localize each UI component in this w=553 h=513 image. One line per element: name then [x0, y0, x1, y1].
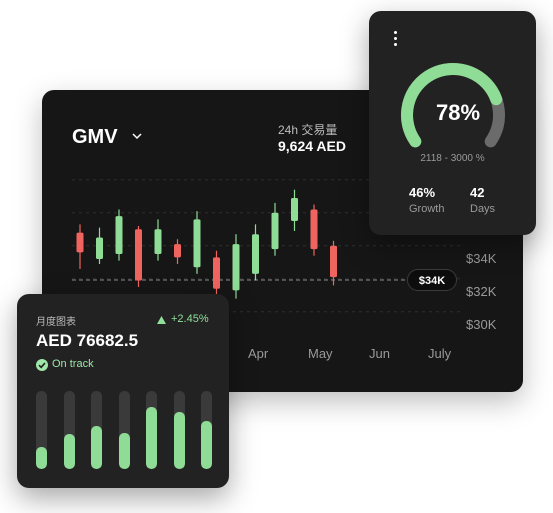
more-options-icon[interactable]	[393, 31, 399, 47]
bar-fill	[91, 426, 102, 469]
bar-fill	[63, 433, 75, 469]
bar-fill	[146, 406, 157, 469]
monthly-label: 月度图表	[36, 317, 76, 328]
gauge-range: 2118 - 3000 %	[420, 153, 485, 164]
x-tick-label: Jun	[369, 346, 390, 361]
days-value: 42	[470, 185, 485, 200]
progress-gauge	[401, 63, 505, 148]
volume-value: 9,624 AED	[278, 138, 346, 154]
monthly-change: +2.45%	[171, 313, 209, 325]
bar-track	[173, 391, 185, 469]
bar-track	[146, 391, 157, 469]
bar-track	[63, 391, 75, 469]
gauge-fill	[401, 63, 503, 148]
current-price-badge: $34K	[407, 269, 457, 291]
growth-label: Growth	[409, 203, 445, 215]
days-label: Days	[470, 203, 496, 215]
check-circle-icon	[36, 359, 48, 371]
monthly-value: AED 76682.5	[36, 331, 139, 350]
gauge-card: 46% Growth 42 Days 2118 - 3000 %	[369, 11, 536, 235]
y-tick-label: $30K	[466, 317, 497, 332]
y-tick-label: $34K	[466, 251, 497, 266]
bar-track	[201, 391, 212, 469]
x-tick-label: July	[428, 346, 452, 361]
y-tick-label: $32K	[466, 284, 497, 299]
bar-fill	[118, 433, 130, 469]
volume-label: 24h 交易量	[278, 123, 338, 137]
x-tick-label: May	[308, 346, 333, 361]
bar-fill	[173, 412, 185, 469]
gauge-percent: 78%	[436, 100, 481, 125]
monthly-chart-card: 月度图表 +2.45% AED 76682.5 On track	[17, 294, 229, 488]
bar-track	[36, 391, 47, 469]
bar-fill	[201, 420, 212, 469]
chevron-down-icon[interactable]	[132, 131, 142, 141]
bar-track	[91, 391, 102, 469]
bar-track	[118, 391, 130, 469]
growth-value: 46%	[409, 185, 436, 200]
gmv-title[interactable]: GMV	[72, 126, 118, 148]
x-tick-label: Apr	[248, 346, 269, 361]
status-text: On track	[52, 358, 94, 370]
up-arrow-icon	[157, 316, 166, 324]
bar-fill	[36, 447, 47, 469]
